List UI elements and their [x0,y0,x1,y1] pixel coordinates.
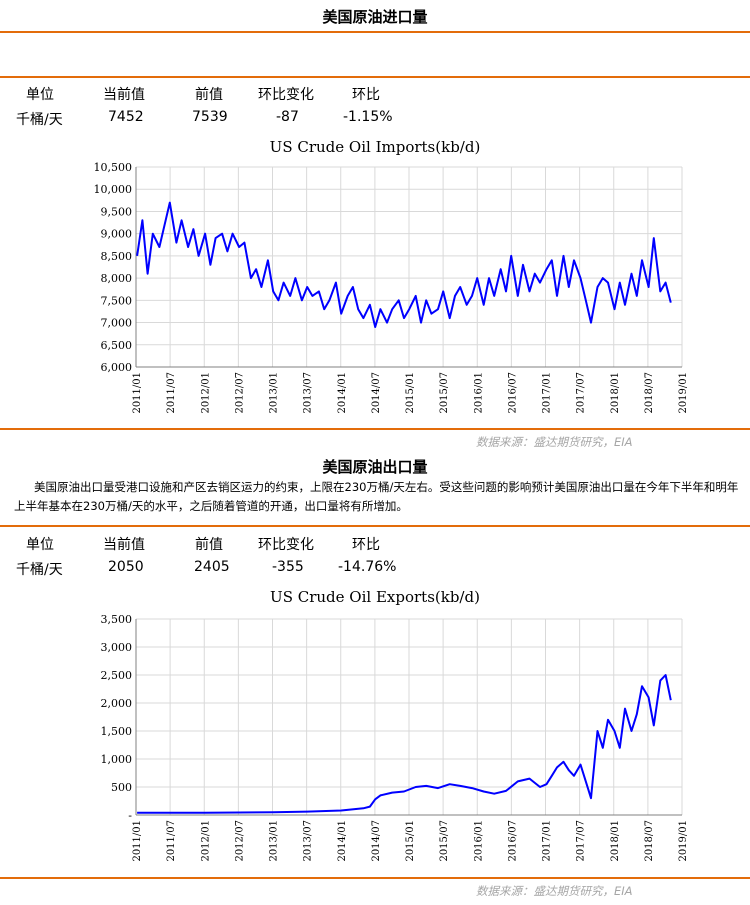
exports-chart-title: US Crude Oil Exports(kb/d) [270,588,480,606]
x-tick-label: 2012/07 [234,820,245,862]
x-tick-label: 2017/07 [576,372,587,414]
value-unit: 千桶/天 [16,112,63,128]
y-tick-label: 8,500 [101,250,133,263]
value-previous: 2405 [194,559,230,575]
section-rule [0,525,750,527]
x-tick-label: 2011/01 [132,372,143,414]
value-ratio: -1.15% [343,109,393,125]
x-tick-label: 2016/01 [473,372,484,414]
x-tick-label: 2011/01 [132,820,143,862]
y-tick-label: 9,500 [101,205,133,218]
y-tick-label: 2,500 [101,669,133,682]
imports-value-row: 千桶/天 7452 7539 -87 -1.15% [0,109,750,129]
y-tick-label: 3,500 [101,613,133,626]
x-tick-label: 2017/01 [542,820,553,862]
exports-description: 美国原油出口量受港口设施和产区去销区运力的约束，上限在230万桶/天左右。受这些… [14,480,739,513]
exports-header-row: 单位 当前值 前值 环比变化 环比 [0,534,750,554]
y-tick-label: - [128,809,132,822]
x-tick-label: 2011/07 [166,820,177,862]
value-unit: 千桶/天 [16,562,63,578]
header-unit: 单位 [26,537,54,553]
y-tick-label: 2,000 [101,697,133,710]
header-change: 环比变化 [258,537,314,553]
header-change: 环比变化 [258,87,314,103]
imports-source-note: 数据来源：盛达期货研究，EIA [476,435,633,449]
x-tick-label: 2013/07 [303,372,314,414]
x-tick-label: 2014/07 [371,820,382,862]
exports-source-note: 数据来源：盛达期货研究，EIA [476,884,633,898]
y-tick-label: 6,500 [101,339,133,352]
x-tick-label: 2018/01 [610,820,621,862]
value-ratio: -14.76% [338,559,397,575]
header-current: 当前值 [103,87,145,103]
x-tick-label: 2016/07 [507,820,518,862]
x-tick-label: 2014/01 [337,820,348,862]
header-current: 当前值 [103,537,145,553]
x-tick-label: 2018/07 [644,372,655,414]
section-rule [0,877,750,879]
imports-chart-title: US Crude Oil Imports(kb/d) [269,138,481,156]
value-current: 7452 [108,109,144,125]
x-tick-label: 2015/01 [405,372,416,414]
imports-header-row: 单位 当前值 前值 环比变化 环比 [0,84,750,104]
x-tick-label: 2012/01 [200,372,211,414]
y-tick-label: 10,500 [94,161,133,174]
imports-chart: 6,000 6,500 7,000 7,500 8,000 8,500 9,000 9,500… [94,161,690,414]
x-tick-label: 2011/07 [166,372,177,414]
x-tick-label: 2018/01 [610,372,621,414]
value-change: -355 [272,559,304,575]
value-change: -87 [276,109,299,125]
header-previous: 前值 [195,87,223,103]
value-previous: 7539 [192,109,228,125]
x-tick-label: 2016/07 [507,372,518,414]
series-line [136,201,672,328]
exports-value-row: 千桶/天 2050 2405 -355 -14.76% [0,559,750,579]
x-tick-label: 2019/01 [678,820,689,862]
x-tick-label: 2018/07 [644,820,655,862]
x-tick-label: 2019/01 [678,372,689,414]
exports-section-title: 美国原油出口量 [322,458,428,476]
y-tick-label: 8,000 [101,272,133,285]
series-line [137,674,672,814]
y-tick-label: 7,500 [101,294,133,307]
x-tick-label: 2013/01 [269,820,280,862]
y-tick-label: 7,000 [101,317,133,330]
x-tick-label: 2017/01 [542,372,553,414]
header-ratio: 环比 [352,537,380,553]
value-current: 2050 [108,559,144,575]
x-tick-label: 2015/07 [439,372,450,414]
header-unit: 单位 [26,87,54,103]
x-tick-label: 2015/01 [405,820,416,862]
section-rule [0,76,750,78]
imports-section-title: 美国原油进口量 [322,8,428,26]
x-tick-label: 2013/01 [269,372,280,414]
section-rule [0,428,750,430]
x-tick-label: 2016/01 [473,820,484,862]
x-tick-label: 2013/07 [303,820,314,862]
header-ratio: 环比 [352,87,380,103]
x-tick-label: 2015/07 [439,820,450,862]
y-tick-label: 6,000 [101,361,133,374]
y-tick-label: 500 [111,781,132,794]
section-rule [0,31,750,33]
x-tick-label: 2014/07 [371,372,382,414]
y-tick-label: 1,000 [101,753,133,766]
x-tick-label: 2012/01 [200,820,211,862]
y-tick-label: 3,000 [101,641,133,654]
y-tick-label: 9,000 [101,228,133,241]
exports-chart: - 500 1,000 1,500 2,000 2,500 3,000 3,500 2011/0… [101,613,690,862]
x-tick-label: 2017/07 [576,820,587,862]
y-tick-label: 1,500 [101,725,133,738]
header-previous: 前值 [195,537,223,553]
y-tick-label: 10,000 [94,183,133,196]
x-tick-label: 2012/07 [234,372,245,414]
x-tick-label: 2014/01 [337,372,348,414]
